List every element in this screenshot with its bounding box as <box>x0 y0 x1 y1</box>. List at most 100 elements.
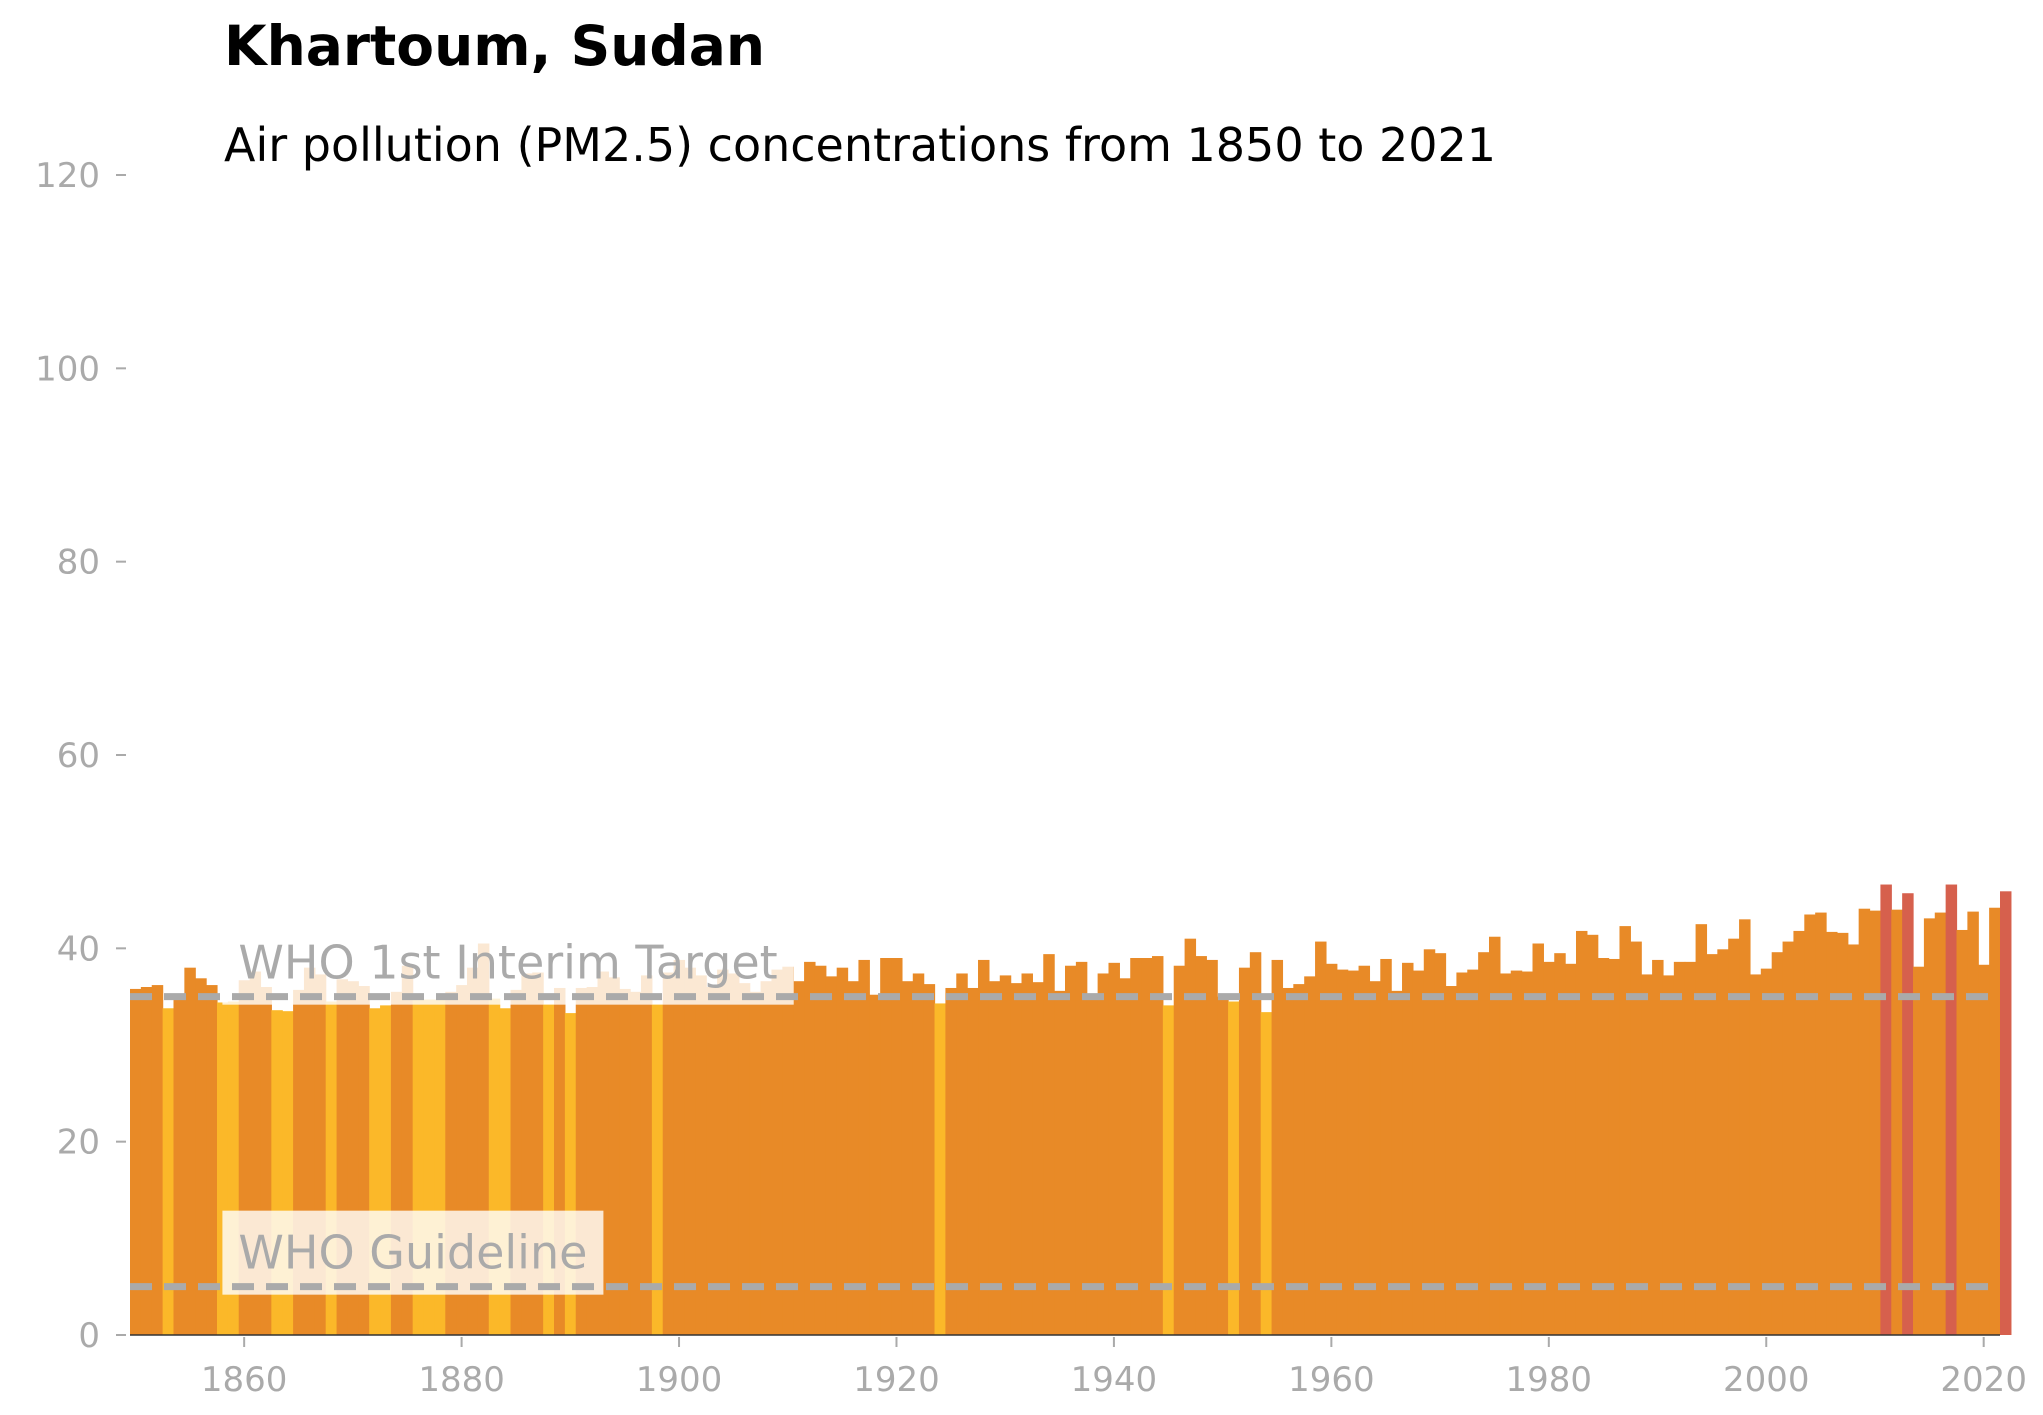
bar-1971 <box>1445 986 1457 1335</box>
bar-1965 <box>1380 958 1392 1335</box>
bar-1874 <box>390 991 403 1335</box>
bar-2001 <box>1771 952 1784 1335</box>
bar-1973 <box>1467 969 1479 1335</box>
bar-1868 <box>325 1001 338 1335</box>
bar-1909 <box>771 969 783 1335</box>
bar-2013 <box>1902 893 1914 1335</box>
bar-1984 <box>1586 934 1599 1335</box>
bar-1966 <box>1391 990 1403 1335</box>
bar-1892 <box>586 987 599 1335</box>
bar-1992 <box>1673 961 1686 1335</box>
bar-1863 <box>271 1010 283 1335</box>
bar-1904 <box>717 969 729 1335</box>
bar-1942 <box>1130 958 1142 1335</box>
bar-1957 <box>1293 984 1305 1335</box>
bar-1940 <box>1108 962 1120 1335</box>
y-tick-label: 60 <box>57 736 100 776</box>
bar-1949 <box>1206 959 1218 1335</box>
bar-1929 <box>988 981 1001 1335</box>
bar-2003 <box>1793 930 1805 1335</box>
bar-1853 <box>162 1008 175 1335</box>
bar-1946 <box>1173 965 1186 1335</box>
bar-1924 <box>934 1003 946 1335</box>
bar-1880 <box>456 985 468 1335</box>
bar-2000 <box>1760 968 1773 1335</box>
bar-1854 <box>173 996 185 1335</box>
bar-1976 <box>1499 973 1512 1335</box>
bar-1930 <box>999 975 1012 1335</box>
bar-1977 <box>1510 970 1523 1335</box>
bar-1983 <box>1575 930 1588 1335</box>
chart-title: Khartoum, Sudan <box>224 14 766 78</box>
bar-1988 <box>1630 941 1642 1335</box>
y-tick-label: 100 <box>35 349 100 389</box>
bar-1876 <box>412 999 425 1335</box>
bar-1990 <box>1652 959 1664 1335</box>
bar-1997 <box>1728 938 1740 1335</box>
bar-2017 <box>1945 884 1958 1335</box>
bar-1956 <box>1282 987 1294 1335</box>
bar-1873 <box>380 1005 392 1335</box>
bar-1900 <box>673 959 686 1335</box>
bar-1911 <box>793 981 805 1335</box>
bar-1881 <box>467 967 479 1335</box>
bar-1941 <box>1119 978 1131 1335</box>
bar-1856 <box>195 978 207 1335</box>
bar-1878 <box>434 999 446 1335</box>
bar-1952 <box>1238 967 1251 1335</box>
bar-2007 <box>1836 932 1849 1335</box>
ref-label-guideline: WHO Guideline <box>238 1226 587 1280</box>
x-tick-label: 1980 <box>1506 1360 1593 1400</box>
bar-2002 <box>1782 941 1795 1335</box>
bar-2020 <box>1978 964 1990 1335</box>
bar-2005 <box>1815 912 1827 1335</box>
bar-1865 <box>293 989 305 1335</box>
bar-1936 <box>1065 965 1077 1335</box>
y-tick-label: 0 <box>78 1316 100 1356</box>
bar-1967 <box>1402 962 1414 1335</box>
bar-1954 <box>1260 1012 1273 1335</box>
bar-1864 <box>282 1011 294 1335</box>
bar-1995 <box>1706 954 1718 1335</box>
bar-1999 <box>1749 974 1762 1335</box>
bar-1891 <box>575 987 588 1335</box>
bar-1852 <box>151 985 164 1335</box>
bars-group <box>130 884 2012 1335</box>
bar-1982 <box>1565 963 1577 1335</box>
bar-1920 <box>891 958 903 1335</box>
bar-1884 <box>499 1008 512 1335</box>
bar-1953 <box>1249 952 1262 1335</box>
bar-1859 <box>227 1001 240 1335</box>
bar-1910 <box>782 966 794 1335</box>
x-tick-label: 1860 <box>201 1360 288 1400</box>
bar-1885 <box>510 989 522 1335</box>
bar-1945 <box>1162 1005 1175 1335</box>
bar-2022 <box>2000 891 2012 1335</box>
x-tick-label: 2020 <box>1940 1360 2027 1400</box>
bar-1890 <box>564 1013 577 1335</box>
bar-1907 <box>749 991 762 1335</box>
bar-2018 <box>1956 929 1968 1335</box>
bar-1980 <box>1543 961 1555 1335</box>
bar-1925 <box>945 987 957 1335</box>
bar-1889 <box>554 987 566 1335</box>
bar-1927 <box>967 987 979 1335</box>
bar-1933 <box>1032 982 1044 1335</box>
bar-1866 <box>303 967 316 1335</box>
bar-2006 <box>1826 931 1838 1335</box>
bar-1908 <box>760 981 773 1335</box>
bar-1870 <box>347 981 359 1335</box>
bar-1916 <box>847 981 860 1335</box>
x-tick-label: 1880 <box>418 1360 505 1400</box>
bar-1944 <box>1151 956 1164 1335</box>
bar-1955 <box>1271 959 1284 1335</box>
bar-1987 <box>1619 926 1631 1335</box>
reference-lines: WHO 1st Interim Target WHO Guideline <box>130 920 2000 1295</box>
bar-1872 <box>369 1008 381 1335</box>
bar-1989 <box>1641 974 1653 1335</box>
bar-1862 <box>260 987 272 1335</box>
bar-1914 <box>825 976 838 1335</box>
ref-label-box <box>222 1210 604 1295</box>
bar-1906 <box>738 983 751 1335</box>
